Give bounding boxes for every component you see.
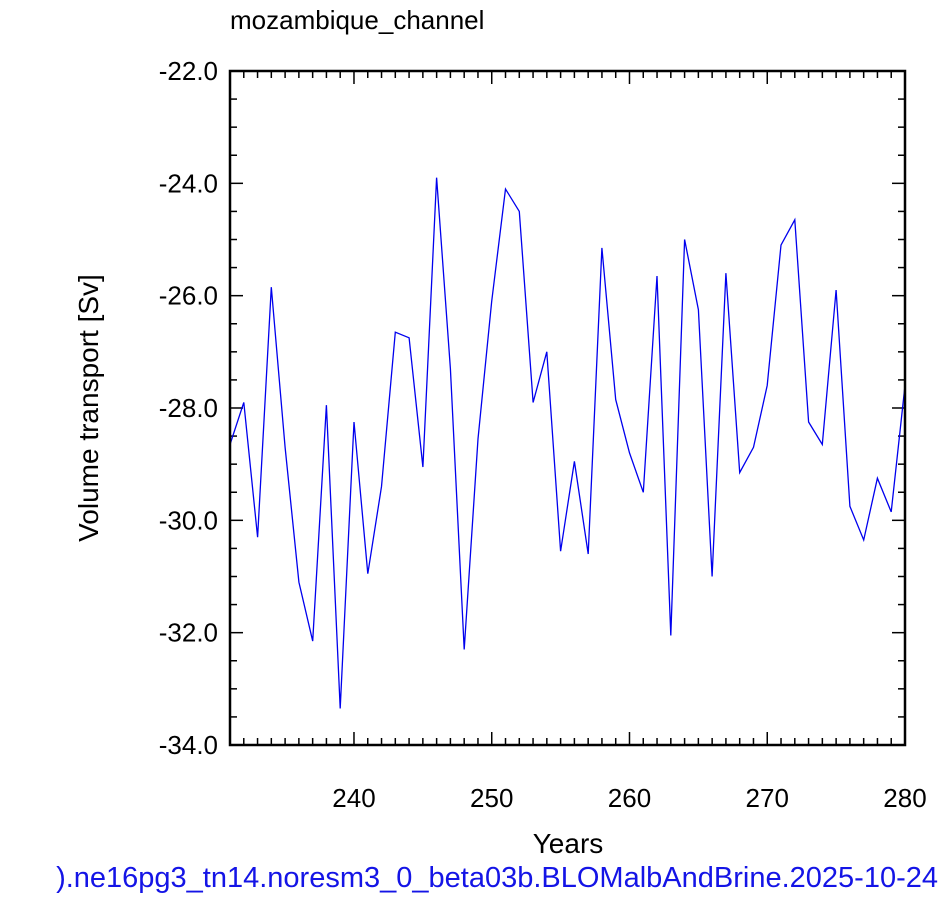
x-tick-label: 240 [332,783,375,813]
y-tick-label: -30.0 [159,505,218,535]
plot-frame [228,69,907,747]
x-tick-label: 250 [470,783,513,813]
x-axis-label: Years [533,828,604,859]
tick-labels: 240 250 260 270 280 -34.0 -32.0 -30.0 -28.0 -26.0… [159,56,927,813]
y-tick-label: -24.0 [159,168,218,198]
y-tick-label: -22.0 [159,56,218,86]
x-tick-label: 260 [608,783,651,813]
run-caption: ).ne16pg3_tn14.noresm3_0_beta03b.BLOMalb… [0,862,944,902]
y-tick-label: -32.0 [159,618,218,648]
x-tick-label: 280 [883,783,926,813]
y-tick-label: -28.0 [159,393,218,423]
x-tick-label: 270 [746,783,789,813]
run-caption-text: ).ne16pg3_tn14.noresm3_0_beta03b.BLOMalb… [56,862,938,894]
y-tick-label: -26.0 [159,281,218,311]
series-line [229,177,906,709]
y-tick-label: -34.0 [159,730,218,760]
axis-ticks [229,70,906,746]
y-axis-label: Volume transport [Sv] [73,274,104,542]
chart-title: mozambique_channel [230,5,484,35]
